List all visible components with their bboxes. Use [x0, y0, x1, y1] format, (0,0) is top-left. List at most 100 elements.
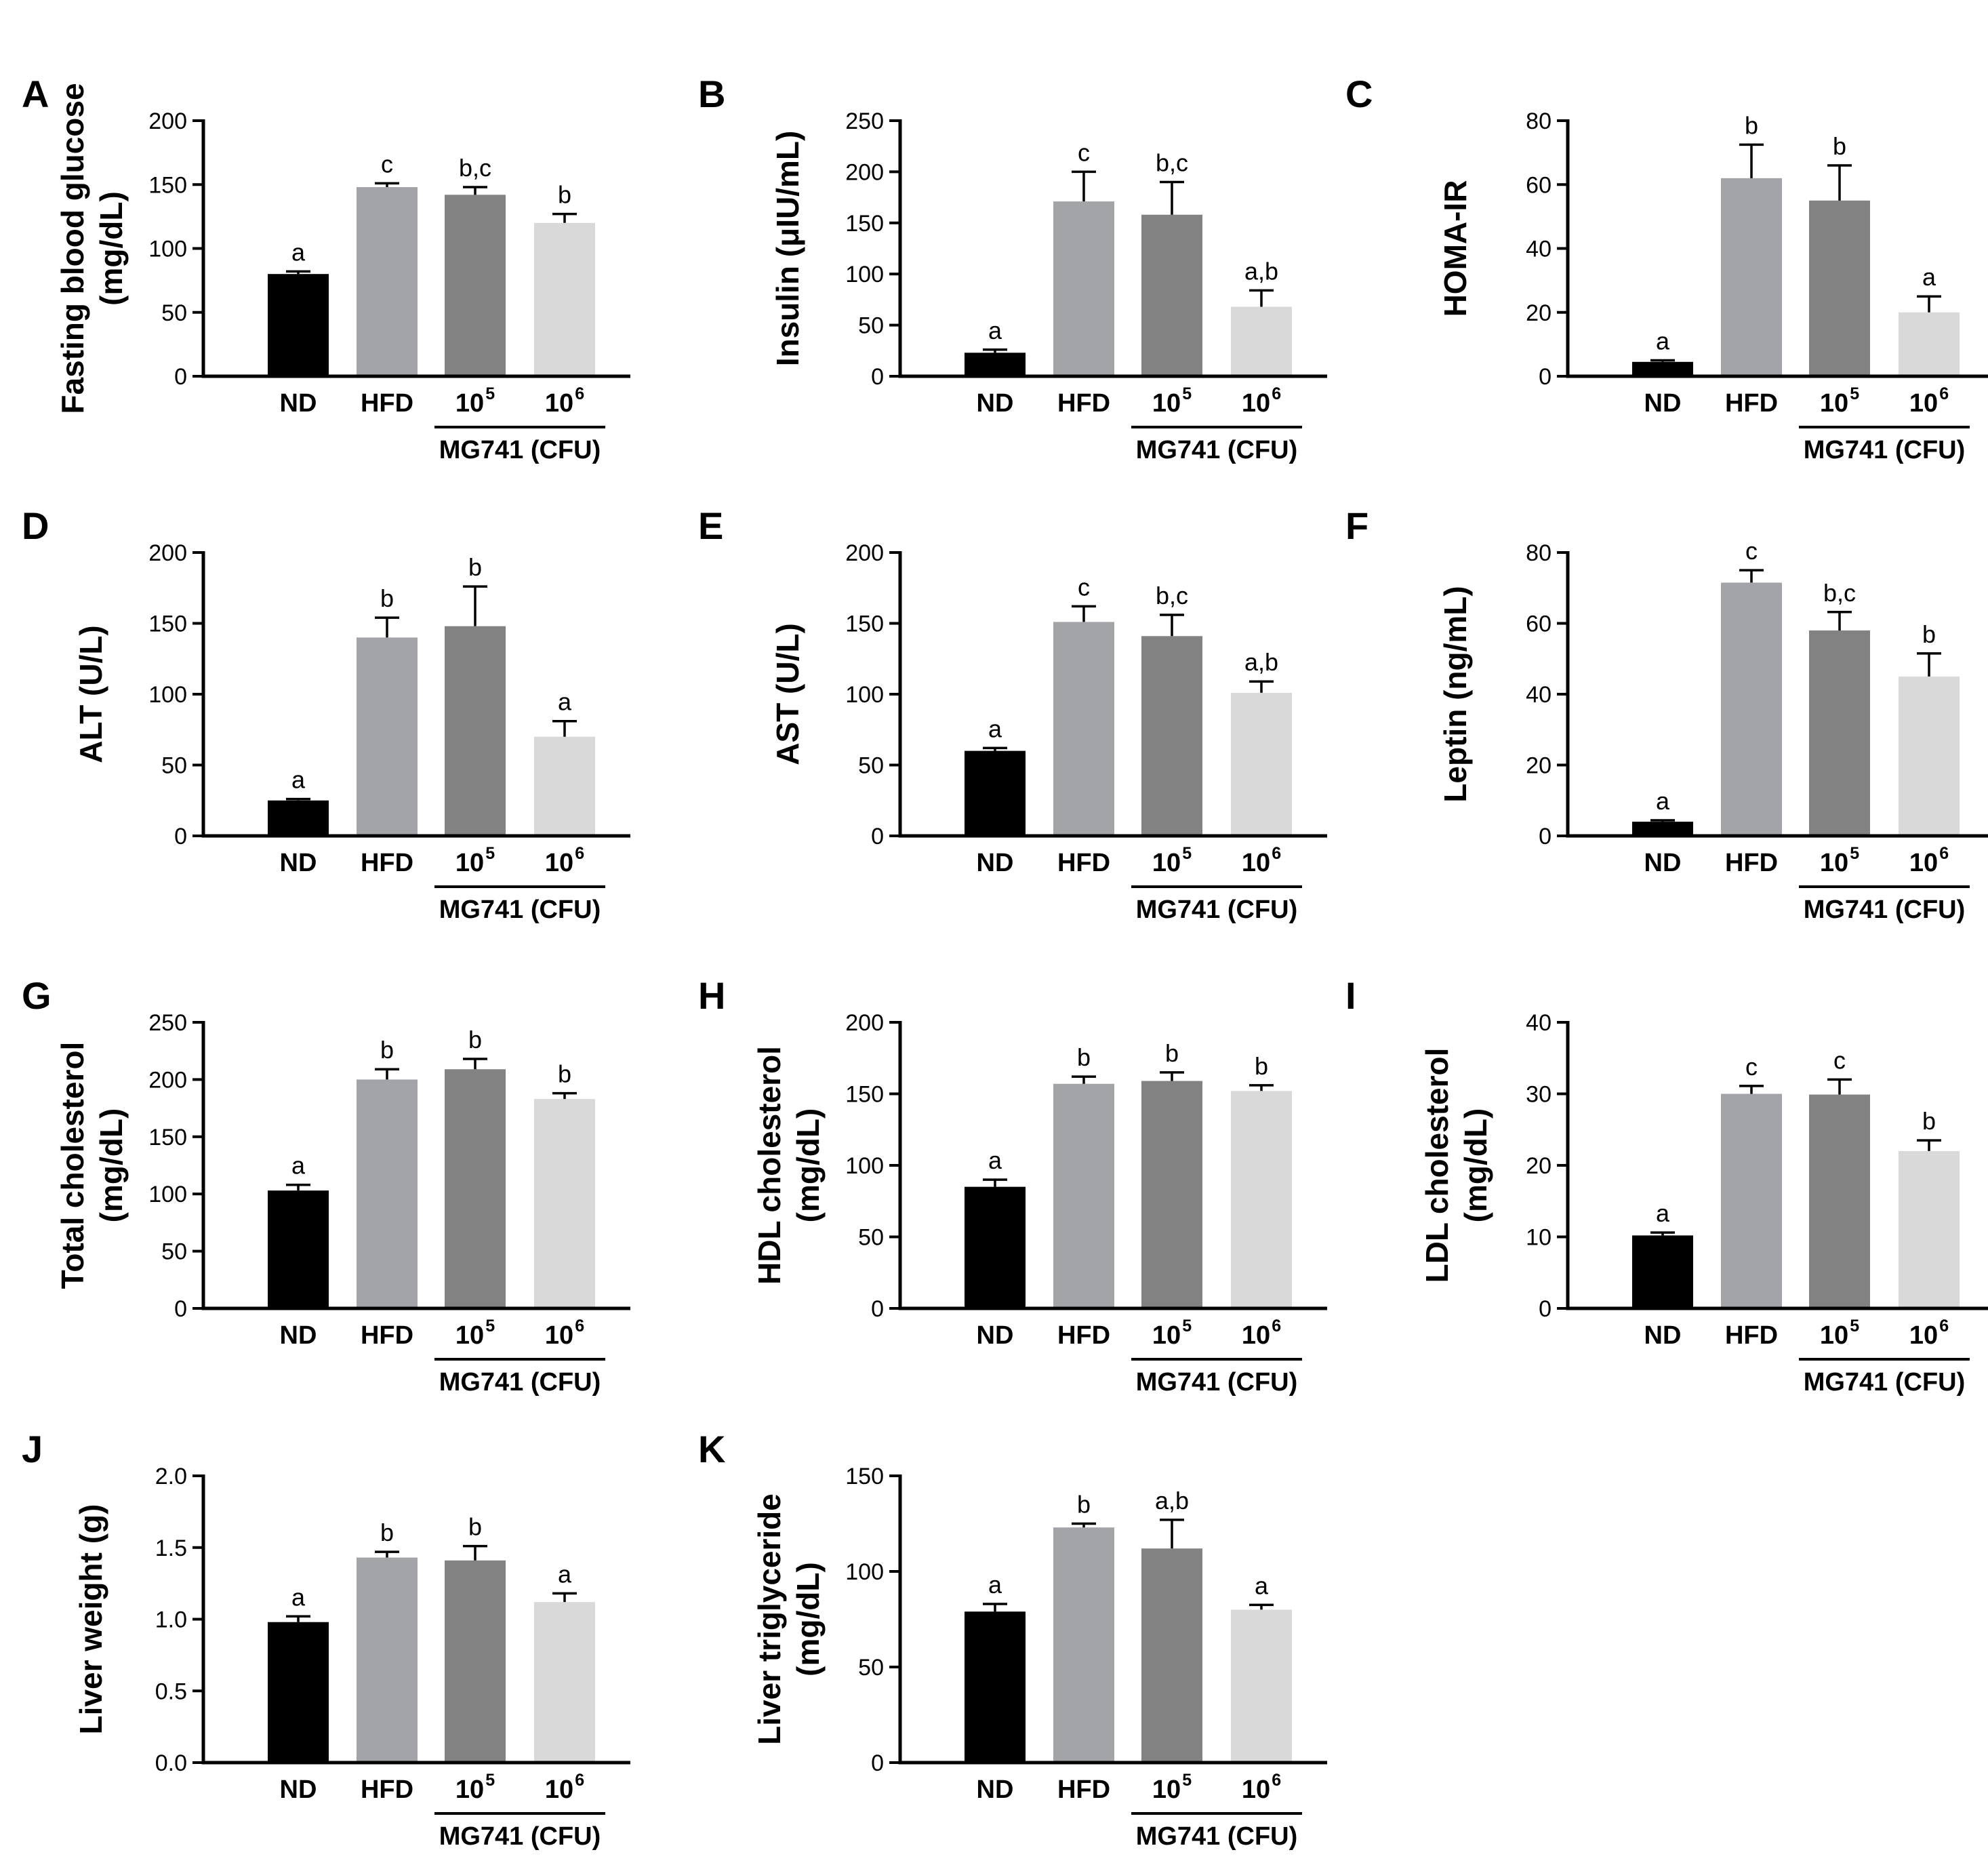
- bar-b-2: [1141, 214, 1202, 376]
- y-tick-label: 60: [1526, 172, 1551, 198]
- category-label: ND: [280, 849, 317, 877]
- y-tick-label: 50: [858, 753, 884, 779]
- bar-f-2: [1809, 630, 1870, 836]
- significance-label: b: [1745, 111, 1758, 139]
- error-bar: [1827, 1078, 1852, 1095]
- panel-letter: B: [698, 73, 725, 115]
- category-label: 105: [1152, 844, 1192, 877]
- y-tick-label: 20: [1526, 1153, 1551, 1179]
- error-bar: [1160, 1071, 1184, 1081]
- panel-c: C HOMA-IR a b b a 0 20 40 60 80 ND HFD 105 106 MG741 (C…: [1345, 73, 1988, 464]
- bar-i-0: [1632, 1235, 1693, 1308]
- bar-f-3: [1899, 676, 1960, 836]
- error-bar: [375, 182, 399, 188]
- category-label: ND: [280, 1321, 317, 1350]
- y-tick-label: 200: [845, 540, 884, 566]
- significance-label: b,c: [1823, 579, 1856, 607]
- category-label: 106: [545, 384, 584, 418]
- category-label: 105: [1152, 384, 1192, 418]
- y-tick-label: 2.0: [155, 1464, 187, 1489]
- group-label: MG741 (CFU): [439, 436, 601, 464]
- bar-c-2: [1809, 200, 1870, 376]
- error-bar: [1917, 295, 1941, 313]
- bar-c-0: [1632, 361, 1693, 376]
- significance-label: c: [381, 150, 393, 178]
- bar-c-1: [1721, 178, 1782, 376]
- error-bar: [552, 719, 577, 737]
- bar-f-1: [1721, 582, 1782, 836]
- category-label: HFD: [361, 389, 413, 418]
- bar-h-2: [1141, 1081, 1202, 1308]
- significance-label: b,c: [459, 154, 491, 182]
- y-tick-label: 150: [845, 1464, 884, 1489]
- y-tick-label: 50: [161, 1239, 187, 1265]
- significance-label: a,b: [1244, 257, 1278, 285]
- bar-j-0: [268, 1622, 329, 1763]
- bar-a-1: [357, 187, 418, 376]
- significance-label: b,c: [1156, 148, 1188, 176]
- significance-label: b: [1077, 1491, 1091, 1519]
- error-bar: [375, 1550, 399, 1558]
- bar-b-1: [1053, 201, 1114, 376]
- error-bar: [375, 1068, 399, 1080]
- y-axis-label: (mg/dL): [94, 1108, 129, 1223]
- category-label: 105: [1820, 384, 1859, 418]
- significance-label: b: [558, 181, 571, 209]
- category-label: HFD: [1725, 849, 1778, 877]
- error-bar: [463, 186, 487, 195]
- error-bar: [983, 348, 1007, 353]
- bar-d-0: [268, 800, 329, 836]
- significance-label: a,b: [1155, 1487, 1189, 1514]
- significance-label: a: [1656, 327, 1670, 355]
- panel-e: E AST (U/L) a c b,c a,b 0 50 100 150 200 ND HFD 105 10…: [698, 504, 1327, 924]
- panel-h: H HDL cholesterol (mg/dL) a b b b 0 50 100 150 200 N…: [698, 974, 1327, 1397]
- y-axis-label: LDL cholesterol: [1419, 1048, 1455, 1283]
- category-label: ND: [1644, 1321, 1682, 1350]
- y-axis-label: Liver triglyceride: [752, 1493, 787, 1745]
- bar-k-3: [1231, 1609, 1292, 1763]
- panel-letter: A: [22, 73, 49, 115]
- error-bar: [1917, 1139, 1941, 1151]
- bar-d-1: [357, 637, 418, 836]
- panel-letter: D: [22, 504, 49, 547]
- y-axis-label: (mg/dL): [94, 191, 129, 306]
- significance-label: b: [380, 1519, 394, 1546]
- y-tick-label: 0: [871, 1750, 884, 1776]
- significance-label: a: [291, 1152, 306, 1180]
- error-bar: [1072, 1522, 1096, 1528]
- category-label: 106: [545, 1317, 584, 1350]
- bar-j-1: [357, 1557, 418, 1763]
- category-label: 106: [1242, 1317, 1281, 1350]
- y-tick-label: 100: [148, 237, 187, 262]
- error-bar: [1249, 680, 1274, 693]
- bar-g-2: [445, 1069, 506, 1308]
- category-label: 106: [1909, 844, 1949, 877]
- significance-label: a: [558, 1560, 572, 1588]
- panel-letter: E: [698, 504, 723, 547]
- error-bar: [1650, 1231, 1675, 1236]
- significance-label: a: [291, 238, 306, 266]
- panel-f: F Leptin (ng/mL) a c b,c b 0 20 40 60 80 ND HFD 105 10…: [1345, 504, 1988, 924]
- category-label: 106: [1242, 384, 1281, 418]
- error-bar: [552, 212, 577, 223]
- significance-label: a: [988, 1571, 1002, 1599]
- category-label: ND: [977, 1775, 1014, 1804]
- y-tick-label: 150: [845, 211, 884, 237]
- bar-i-2: [1809, 1094, 1870, 1308]
- bar-i-3: [1899, 1150, 1960, 1308]
- y-axis-label: (mg/dL): [790, 1108, 826, 1223]
- bar-k-0: [965, 1611, 1026, 1763]
- error-bar: [1739, 143, 1764, 178]
- category-label: HFD: [1057, 849, 1110, 877]
- error-bar: [983, 1178, 1007, 1187]
- bar-k-2: [1141, 1548, 1202, 1763]
- error-bar: [1249, 289, 1274, 307]
- error-bar: [1160, 180, 1184, 215]
- category-label: HFD: [361, 849, 413, 877]
- y-tick-label: 100: [148, 1182, 187, 1207]
- category-label: 105: [1820, 844, 1859, 877]
- error-bar: [1160, 1519, 1184, 1549]
- significance-label: b: [468, 553, 482, 581]
- error-bar: [463, 1058, 487, 1070]
- y-axis-label: Liver weight (g): [73, 1504, 108, 1735]
